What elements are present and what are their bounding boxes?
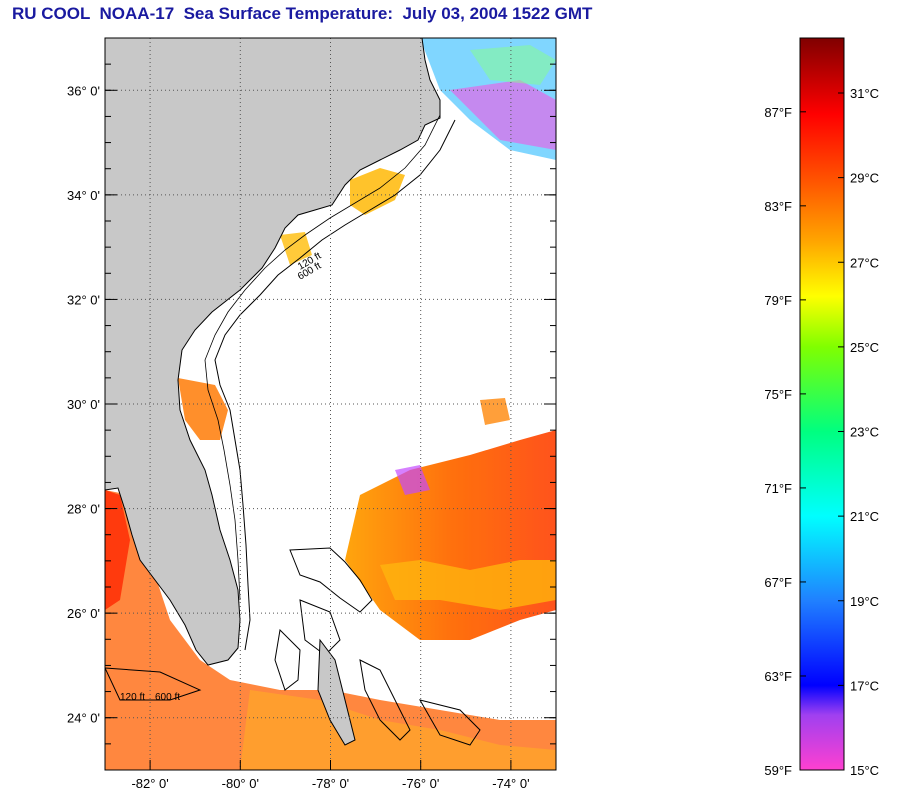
fahrenheit-label: 87°F [764,105,792,120]
celsius-label: 15°C [850,763,879,778]
latitude-ticks: 36° 0' 34° 0' 32° 0' 30° 0' 28° 0' 26° 0' 24° … [67,37,556,771]
colorbar-gradient [799,37,845,771]
isobath-labels: 120 ft 600 ft 120 ft 600 ft [120,250,323,703]
celsius-label: 29°C [850,171,879,186]
lon-tick-label: -78° 0' [312,776,349,791]
lon-tick-label: -82° 0' [131,776,168,791]
lat-tick-label: 32° 0' [67,292,100,307]
fahrenheit-label: 63°F [764,669,792,684]
celsius-labels: 31°C 29°C 27°C 25°C 23°C 21°C 19°C 17°C 15°C [838,86,879,778]
celsius-label: 21°C [850,509,879,524]
land-mass [105,38,441,666]
lat-tick-label: 28° 0' [67,502,100,517]
fahrenheit-label: 79°F [764,293,792,308]
lon-tick-label: -80° 0' [222,776,259,791]
lat-tick-label: 30° 0' [67,397,100,412]
celsius-label: 17°C [850,678,879,693]
lat-tick-label: 26° 0' [67,606,100,621]
isobath-label: 120 ft [120,692,145,703]
fahrenheit-label: 71°F [764,481,792,496]
longitude-ticks: -82° 0' -80° 0' -78° 0' -76° 0' -74° 0' [131,760,530,791]
isobath-line [214,119,456,651]
lon-tick-label: -76° 0' [402,776,439,791]
celsius-label: 27°C [850,255,879,270]
celsius-label: 31°C [850,86,879,101]
island-outlines [105,547,481,746]
map-frame [104,37,557,771]
fahrenheit-label: 75°F [764,387,792,402]
fahrenheit-labels: 87°F 83°F 79°F 75°F 71°F 67°F 63°F 59°F [764,105,806,778]
fahrenheit-label: 67°F [764,575,792,590]
celsius-label: 25°C [850,340,879,355]
celsius-label: 19°C [850,594,879,609]
fahrenheit-label: 59°F [764,763,792,778]
celsius-label: 23°C [850,425,879,440]
isobath-line-inner [204,114,441,601]
map-title: RU COOL NOAA-17 Sea Surface Temperature:… [12,4,593,23]
isobath-label: 600 ft [155,692,180,703]
lat-tick-label: 24° 0' [67,711,100,726]
lon-tick-label: -74° 0' [492,776,529,791]
sst-patches [105,38,556,770]
lat-tick-label: 36° 0' [67,83,100,98]
fahrenheit-label: 83°F [764,199,792,214]
lat-tick-label: 34° 0' [67,188,100,203]
